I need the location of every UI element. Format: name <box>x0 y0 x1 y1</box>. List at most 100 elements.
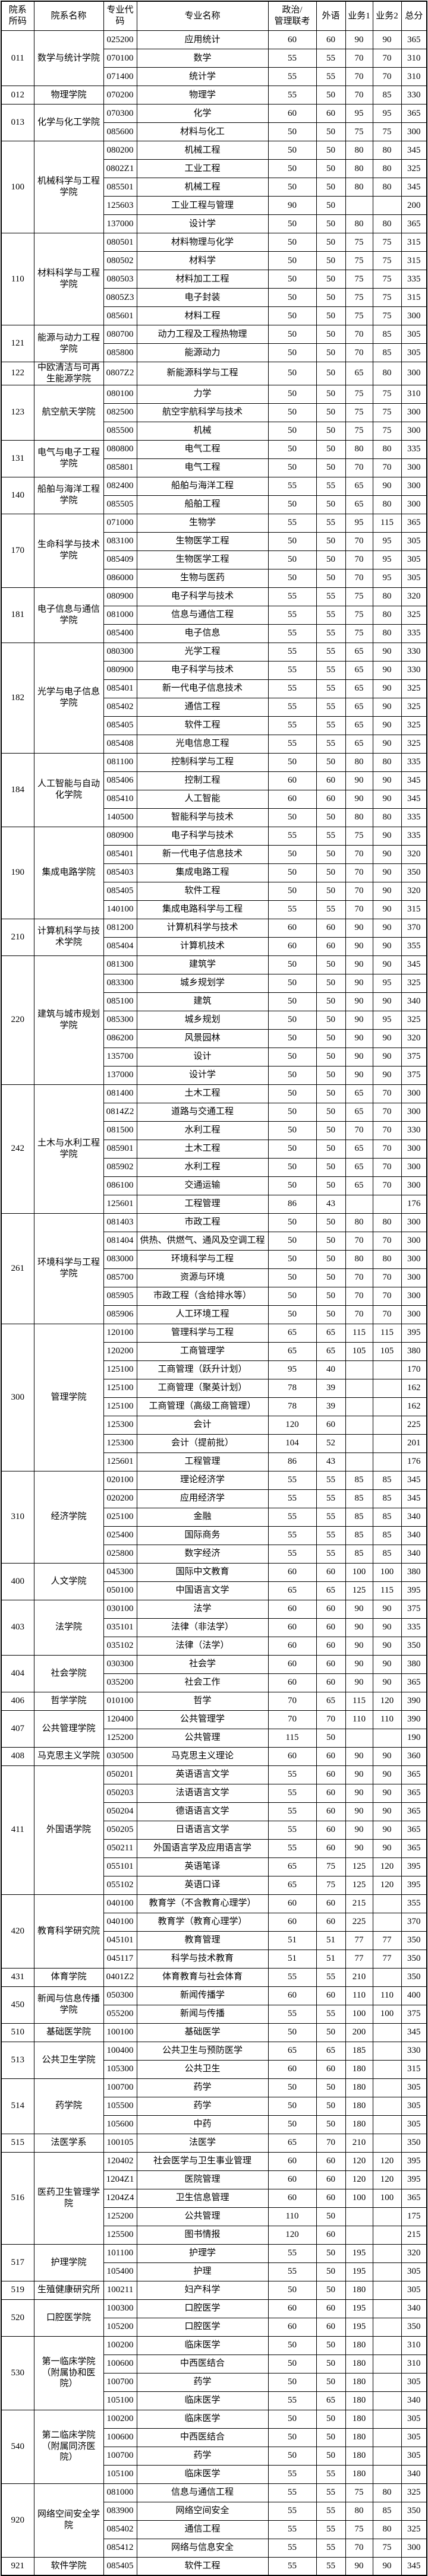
business1-score-cell: 65 <box>345 1157 373 1177</box>
major-name-cell: 信息与通信工程 <box>136 605 269 625</box>
business2-score-cell <box>372 1360 402 1379</box>
major-code-cell: 105400 <box>103 2262 137 2281</box>
foreign-lang-score-cell: 50 <box>316 458 346 477</box>
business2-score-cell <box>372 1194 402 1214</box>
business1-score-cell: 70 <box>345 844 373 864</box>
major-code-cell: 100600 <box>103 2354 137 2374</box>
foreign-lang-score-cell: 55 <box>316 1526 346 1545</box>
business2-score-cell <box>372 2096 402 2116</box>
major-name-cell: 药学 <box>136 2446 269 2466</box>
dept-name-cell: 社会学院 <box>33 1654 104 1692</box>
major-code-cell: 120400 <box>103 1710 137 1729</box>
dept-name-cell: 法学院 <box>33 1599 104 1656</box>
politics-score-cell: 50 <box>268 214 317 233</box>
business1-score-cell: 75 <box>345 421 373 441</box>
foreign-lang-score-cell: 60 <box>316 1673 346 1692</box>
business2-score-cell: 80 <box>372 752 402 772</box>
major-name-cell: 智能科学与技术 <box>136 808 269 827</box>
major-code-cell: 081000 <box>103 2483 137 2502</box>
major-code-cell: 085405 <box>103 716 137 735</box>
politics-score-cell: 50 <box>268 992 317 1011</box>
business2-score-cell <box>372 2115 402 2134</box>
business2-score-cell: 85 <box>372 2501 402 2521</box>
major-name-cell: 计算机科学与技术 <box>136 918 269 938</box>
major-code-cell: 085600 <box>103 122 137 141</box>
politics-score-cell: 50 <box>268 1305 317 1324</box>
business2-score-cell: 85 <box>372 1507 402 1527</box>
total-score-cell: 350 <box>401 1967 427 1987</box>
table-row: 025400 国际商务 55 55 85 85 340 <box>1 1526 427 1545</box>
major-name-cell: 法律（非法学） <box>136 1618 269 1637</box>
foreign-lang-score-cell: 50 <box>316 1213 346 1232</box>
business1-score-cell: 210 <box>345 2133 373 2153</box>
total-score-cell: 350 <box>401 863 427 882</box>
foreign-lang-score-cell: 60 <box>316 2317 346 2337</box>
total-score-cell: 345 <box>401 141 427 160</box>
major-code-cell: 025800 <box>103 1544 137 1564</box>
politics-score-cell: 55 <box>268 2520 317 2539</box>
major-code-cell: 0802Z1 <box>103 159 137 178</box>
dept-code-cell: 411 <box>1 1765 34 1895</box>
business2-score-cell: 75 <box>372 233 402 252</box>
foreign-lang-score-cell: 50 <box>316 306 346 325</box>
total-score-cell: 305 <box>401 2096 427 2116</box>
column-header-major-code: 专业代 码 <box>103 1 137 31</box>
foreign-lang-score-cell: 55 <box>316 587 346 606</box>
business2-score-cell: 100 <box>372 2004 402 2024</box>
major-code-cell: 081000 <box>103 605 137 625</box>
business2-score-cell: 90 <box>372 679 402 698</box>
politics-score-cell: 60 <box>268 2151 317 2171</box>
major-code-cell: 085401 <box>103 844 137 864</box>
foreign-lang-score-cell: 60 <box>316 1820 346 1840</box>
foreign-lang-score-cell: 60 <box>316 1894 346 1913</box>
politics-score-cell: 78 <box>268 1397 317 1416</box>
table-row: 140100 集成电路科学与工程 55 55 70 90 315 <box>1 900 427 919</box>
total-score-cell: 395 <box>401 2151 427 2171</box>
total-score-cell: 315 <box>401 288 427 307</box>
column-header-business2-score: 业务2 <box>372 1 402 31</box>
business1-score-cell: 75 <box>345 605 373 625</box>
major-code-cell: 080900 <box>103 587 137 606</box>
foreign-lang-score-cell: 60 <box>316 1415 346 1435</box>
foreign-lang-score-cell: 50 <box>316 2354 346 2374</box>
business1-score-cell: 70 <box>345 550 373 569</box>
total-score-cell: 330 <box>401 86 427 105</box>
table-row: 110 材料科学与工程学院 080501 材料物理与化学 50 50 75 75 315 <box>1 233 427 325</box>
major-code-cell: 085500 <box>103 421 137 441</box>
table-row: 125300 会计 120 60 225 <box>1 1415 427 1435</box>
total-score-cell: 345 <box>401 789 427 809</box>
table-row: 105200 口腔医学 60 60 195 350 <box>1 2317 427 2337</box>
dept-code-cell: 450 <box>1 1986 34 2024</box>
table-row: 105400 护理 55 50 195 305 <box>1 2262 427 2281</box>
business1-score-cell: 90 <box>345 2556 373 2576</box>
major-code-cell: 100700 <box>103 2372 137 2392</box>
table-row: 420 教育科学研究院 040100 教育学（不含教育心理学） 60 60 215 355 <box>1 1894 427 1969</box>
business2-score-cell: 80 <box>372 141 402 160</box>
business1-score-cell: 70 <box>345 568 373 588</box>
total-score-cell: 305 <box>401 2372 427 2392</box>
politics-score-cell: 55 <box>268 1838 317 1858</box>
dept-name-cell: 法医学系 <box>33 2133 104 2153</box>
total-score-cell: 395 <box>401 1581 427 1600</box>
politics-score-cell: 60 <box>268 30 317 49</box>
major-name-cell: 会计 <box>136 1415 269 1435</box>
politics-score-cell: 120 <box>268 1415 317 1435</box>
business2-score-cell: 95 <box>372 973 402 993</box>
major-code-cell: 083100 <box>103 531 137 551</box>
major-name-cell: 教育管理 <box>136 1931 269 1950</box>
total-score-cell: 315 <box>401 2059 427 2079</box>
business1-score-cell: 90 <box>345 1838 373 1858</box>
total-score-cell: 335 <box>401 1618 427 1637</box>
politics-score-cell: 120 <box>268 2225 317 2245</box>
major-name-cell: 国际商务 <box>136 1526 269 1545</box>
foreign-lang-score-cell: 60 <box>316 2299 346 2318</box>
major-code-cell: 040100 <box>103 1894 137 1913</box>
major-code-cell: 100600 <box>103 2428 137 2447</box>
business1-score-cell: 85 <box>345 1544 373 1564</box>
table-row: 210 计算机科学与技术学院 081200 计算机科学与技术 60 60 90 90 370 <box>1 918 427 956</box>
table-row: 086200 风景园林 50 50 90 90 320 <box>1 1028 427 1048</box>
major-code-cell: 085404 <box>103 936 137 956</box>
business1-score-cell <box>345 1415 373 1435</box>
major-name-cell: 国际中文教育 <box>136 1562 269 1582</box>
major-name-cell: 设计学 <box>136 1065 269 1085</box>
